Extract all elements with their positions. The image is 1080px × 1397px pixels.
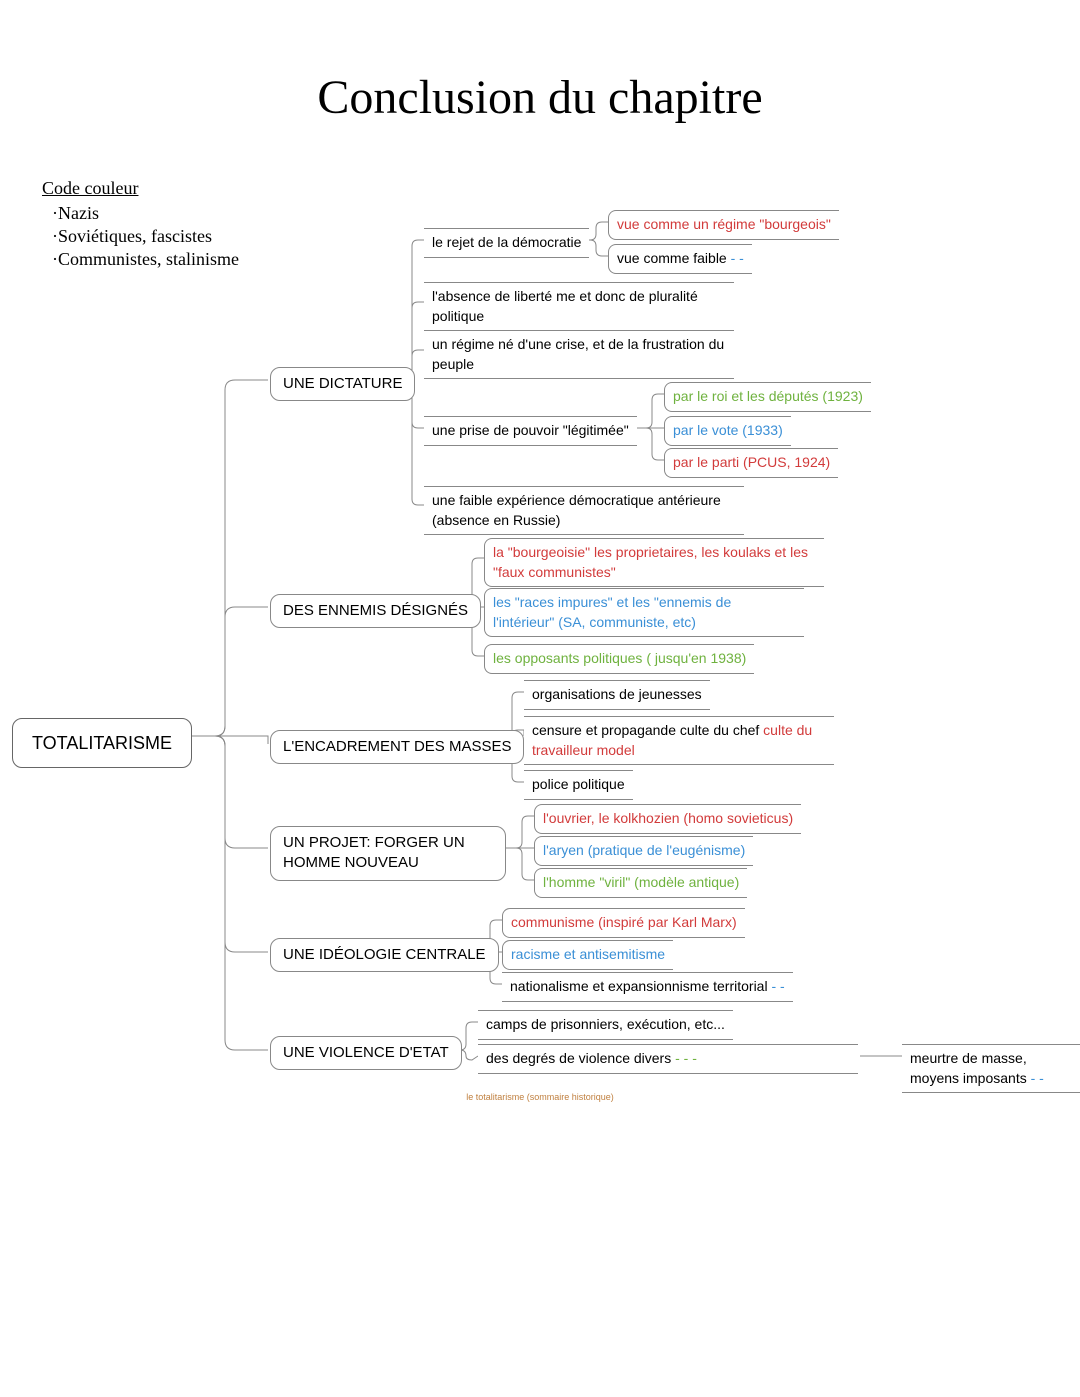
leaf-node: une prise de pouvoir "légitimée": [424, 416, 637, 446]
branch-node: UNE DICTATURE: [270, 367, 415, 401]
leaf-node: racisme et antisemitisme: [502, 940, 673, 970]
leaf-node: le rejet de la démocratie: [424, 228, 589, 258]
branch-node: DES ENNEMIS DÉSIGNÉS: [270, 594, 481, 628]
legend-item: ·Nazis: [52, 203, 239, 224]
leaf-node: l'aryen (pratique de l'eugénisme): [534, 836, 753, 866]
leaf-node: censure et propagande culte du chef cult…: [524, 716, 834, 765]
leaf-node: meurtre de masse, moyens imposants - -: [902, 1044, 1080, 1093]
leaf-node: nationalisme et expansionnisme territori…: [502, 972, 793, 1002]
leaf-node: l'homme "viril" (modèle antique): [534, 868, 747, 898]
footer-text: le totalitarisme (sommaire historique): [0, 1092, 1080, 1102]
legend-item: ·Communistes, stalinisme: [52, 249, 239, 270]
branch-node: UNE VIOLENCE D'ETAT: [270, 1036, 462, 1070]
leaf-node: une faible expérience démocratique antér…: [424, 486, 744, 535]
leaf-node: des degrés de violence divers - - -: [478, 1044, 858, 1074]
leaf-node: la "bourgeoisie" les proprietaires, les …: [484, 538, 824, 587]
leaf-node: les "races impures" et les "ennemis de l…: [484, 588, 804, 637]
page-title: Conclusion du chapitre: [20, 70, 1060, 125]
leaf-node: par le vote (1933): [664, 416, 791, 446]
legend-item: ·Soviétiques, fascistes: [52, 226, 239, 247]
leaf-node: par le roi et les députés (1923): [664, 382, 871, 412]
leaf-node: organisations de jeunesses: [524, 680, 710, 710]
leaf-node: l'ouvrier, le kolkhozien (homo sovieticu…: [534, 804, 801, 834]
legend-title: Code couleur: [42, 178, 239, 199]
root-node: TOTALITARISME: [12, 718, 192, 768]
leaf-node: un régime né d'une crise, et de la frust…: [424, 330, 734, 379]
legend: Code couleur ·Nazis ·Soviétiques, fascis…: [42, 178, 239, 272]
leaf-node: police politique: [524, 770, 633, 800]
leaf-node: camps de prisonniers, exécution, etc...: [478, 1010, 733, 1040]
leaf-node: par le parti (PCUS, 1924): [664, 448, 838, 478]
leaf-node: vue comme faible - -: [608, 244, 752, 274]
leaf-node: les opposants politiques ( jusqu'en 1938…: [484, 644, 754, 674]
branch-node: UNE IDÉOLOGIE CENTRALE: [270, 938, 499, 972]
leaf-node: vue comme un régime "bourgeois": [608, 210, 839, 240]
page: Conclusion du chapitre Code couleur ·Naz…: [0, 0, 1080, 205]
branch-node: UN PROJET: FORGER UN HOMME NOUVEAU: [270, 826, 506, 881]
leaf-node: l'absence de liberté me et donc de plura…: [424, 282, 734, 331]
branch-node: L'ENCADREMENT DES MASSES: [270, 730, 524, 764]
leaf-node: communisme (inspiré par Karl Marx): [502, 908, 745, 938]
